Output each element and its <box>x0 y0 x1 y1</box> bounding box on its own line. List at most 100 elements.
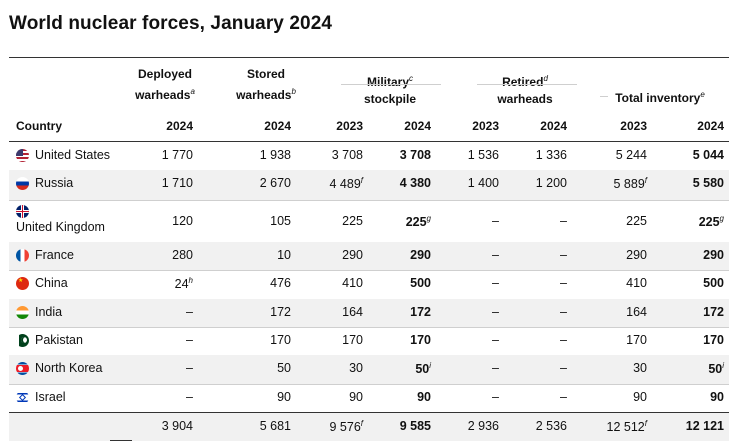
pakistan-flag-icon <box>16 333 29 347</box>
totals-rule <box>9 412 729 413</box>
table-row-country: Pakistan <box>16 333 83 347</box>
column-year-5: 2024 <box>540 119 567 133</box>
table-cell: 290 <box>703 248 724 262</box>
country-label: North Korea <box>35 361 103 375</box>
table-cell: – <box>492 305 499 319</box>
table-cell: 90 <box>417 390 431 404</box>
table-cell: – <box>186 361 193 375</box>
france-flag-icon <box>16 248 29 262</box>
row-shading <box>9 170 729 200</box>
table-row-country: Russia <box>16 176 73 190</box>
column-year-7: 2024 <box>697 119 724 133</box>
country-label: United Kingdom <box>16 220 105 234</box>
row-shading <box>9 299 729 327</box>
header-deployed: Deployed warheadsa <box>135 67 195 102</box>
table-cell: – <box>560 333 567 347</box>
table-cell: 4 489f <box>329 176 363 192</box>
table-cell: 9 585 <box>399 419 431 433</box>
row-divider <box>9 327 729 328</box>
table-cell: – <box>560 276 567 290</box>
table-cell: 500 <box>410 276 431 290</box>
column-year-1: 2024 <box>264 119 291 133</box>
table-cell: 170 <box>703 333 724 347</box>
us-flag-icon <box>16 148 29 162</box>
russia-flag-icon <box>16 176 29 190</box>
bottom-mark <box>110 440 132 441</box>
table-cell: 225 <box>626 214 647 228</box>
header-military-stockpile: Militaryc stockpile <box>363 74 417 106</box>
table-cell: 3 708 <box>399 148 431 162</box>
table-cell: 170 <box>342 333 363 347</box>
table-cell: 5 681 <box>259 419 291 433</box>
column-year-4: 2023 <box>472 119 499 133</box>
table-cell: – <box>186 390 193 404</box>
table-cell: 172 <box>270 305 291 319</box>
table-cell: 5 580 <box>692 176 724 190</box>
row-divider <box>9 384 729 385</box>
header-retired: Retiredd warheads <box>497 74 553 106</box>
table-cell: 10 <box>277 248 291 262</box>
uk-flag-icon <box>16 205 29 218</box>
country-label: China <box>35 276 68 290</box>
table-cell: 172 <box>410 305 431 319</box>
country-label: India <box>35 305 63 319</box>
table-cell: 50i <box>415 361 431 377</box>
table-cell: 4 380 <box>399 176 431 190</box>
table-cell: 5 889f <box>613 176 647 192</box>
table-cell: – <box>560 361 567 375</box>
table-cell: 1 400 <box>467 176 499 190</box>
column-year-3: 2024 <box>404 119 431 133</box>
table-row-country: United States <box>16 148 110 162</box>
table-cell: – <box>492 214 499 228</box>
table-cell: – <box>186 333 193 347</box>
page-title: World nuclear forces, January 2024 <box>9 13 333 34</box>
table-cell: 1 536 <box>467 148 499 162</box>
table-cell: 30 <box>633 361 647 375</box>
header-total-inventory: Total inventorye <box>615 90 705 105</box>
table-cell: 30 <box>349 361 363 375</box>
table-cell: 90 <box>633 390 647 404</box>
header-rule <box>9 141 729 142</box>
total-group-line-left <box>600 96 608 97</box>
country-label: Pakistan <box>35 333 83 347</box>
table-cell: 2 936 <box>467 419 499 433</box>
table-cell: 105 <box>270 214 291 228</box>
table-cell: 2 670 <box>259 176 291 190</box>
table-cell: 500 <box>703 276 724 290</box>
table-row-country: North Korea <box>16 361 102 375</box>
table-cell: 164 <box>342 305 363 319</box>
table-cell: 225g <box>405 214 431 230</box>
table-cell: 170 <box>270 333 291 347</box>
india-flag-icon <box>16 305 29 319</box>
table-cell: 410 <box>342 276 363 290</box>
country-label: France <box>35 248 74 262</box>
column-year-6: 2023 <box>620 119 647 133</box>
table-cell: – <box>560 305 567 319</box>
column-year-0: 2024 <box>166 119 193 133</box>
table-cell: – <box>492 361 499 375</box>
country-label: United States <box>35 148 111 162</box>
table-cell: 5 044 <box>692 148 724 162</box>
table-cell: 90 <box>349 390 363 404</box>
table-cell: 2 536 <box>535 419 567 433</box>
table-cell: 290 <box>626 248 647 262</box>
table-cell: 1 770 <box>161 148 193 162</box>
table-cell: – <box>492 390 499 404</box>
row-shading <box>9 355 729 384</box>
table-row-country: ★ China <box>16 276 68 290</box>
table-cell: 280 <box>172 248 193 262</box>
table-cell: 164 <box>626 305 647 319</box>
table-cell: 290 <box>342 248 363 262</box>
header-stored: Stored warheadsb <box>236 67 296 102</box>
table-cell: 5 244 <box>615 148 647 162</box>
table-cell: 476 <box>270 276 291 290</box>
table-cell: 3 904 <box>161 419 193 433</box>
table-cell: 1 200 <box>535 176 567 190</box>
table-cell: 90 <box>710 390 724 404</box>
table-cell: – <box>492 333 499 347</box>
table-cell: 410 <box>626 276 647 290</box>
table-cell: – <box>560 390 567 404</box>
table-cell: – <box>186 305 193 319</box>
israel-flag-icon <box>16 390 29 404</box>
table-cell: 225g <box>698 214 724 230</box>
